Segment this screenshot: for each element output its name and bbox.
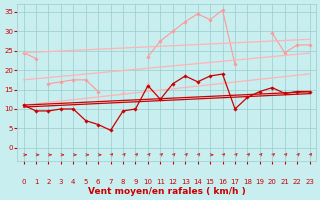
X-axis label: Vent moyen/en rafales ( km/h ): Vent moyen/en rafales ( km/h ) bbox=[88, 187, 245, 196]
